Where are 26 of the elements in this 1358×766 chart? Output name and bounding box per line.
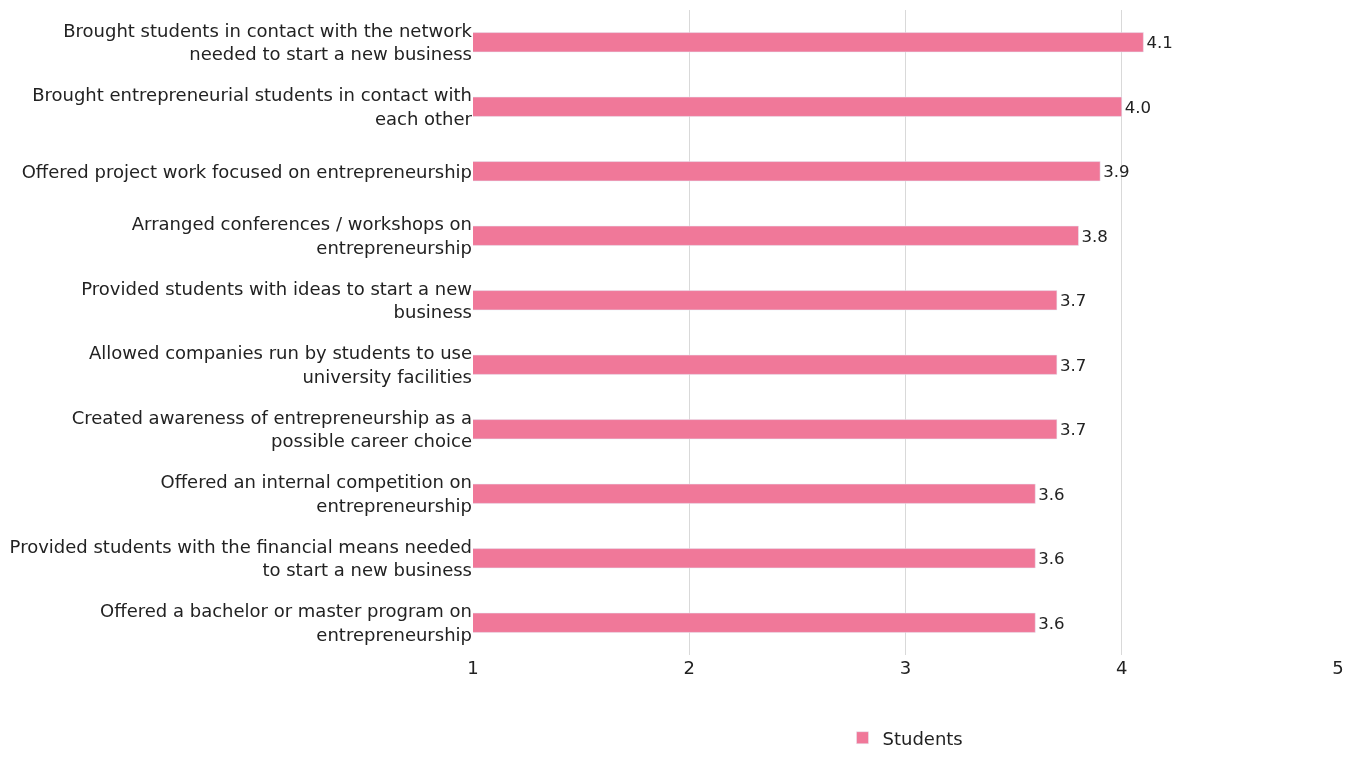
y-tick-label: Offered an internal competition on entrepreneurship (160, 471, 472, 516)
data-label: 3.6 (1038, 484, 1065, 504)
y-tick-label: Offered project work focused on entrepreneurship (21, 160, 472, 182)
data-label: 3.6 (1038, 549, 1065, 569)
y-tick-label: Arranged conferences / workshops on entrepreneurship (131, 213, 472, 258)
y-tick-label: Offered a bachelor or master program on entrepreneurship (100, 600, 472, 645)
x-tick-label: 1 (467, 657, 479, 678)
data-label: 3.7 (1059, 355, 1087, 375)
y-tick-label: Brought entrepreneurial students in contact with each other (32, 84, 473, 129)
y-tick-label: Provided students with ideas to start a new business (81, 277, 472, 323)
x-tick-label: 4 (1116, 657, 1128, 678)
x-tick-label: 5 (1332, 657, 1344, 678)
y-tick-label: Allowed companies run by students to use university facilities (88, 342, 472, 387)
y-tick-label: Brought students in contact with the network needed to start a new business (63, 19, 473, 65)
y-tick-label: Created awareness of entrepreneurship as a possible career choice (71, 406, 472, 452)
x-tick-label: 3 (899, 657, 912, 678)
data-label: 3.7 (1059, 291, 1087, 311)
x-tick-label: 2 (683, 657, 695, 678)
data-label: 3.6 (1038, 613, 1065, 633)
data-label: 4.0 (1124, 97, 1152, 117)
data-label: 4.1 (1146, 33, 1173, 53)
data-label: 3.9 (1103, 162, 1130, 182)
data-label: 3.8 (1081, 226, 1108, 246)
y-tick-label: Provided students with the financial means needed to start a new business (9, 535, 472, 581)
legend-label: Students (882, 727, 963, 749)
data-label: 3.7 (1059, 420, 1087, 440)
